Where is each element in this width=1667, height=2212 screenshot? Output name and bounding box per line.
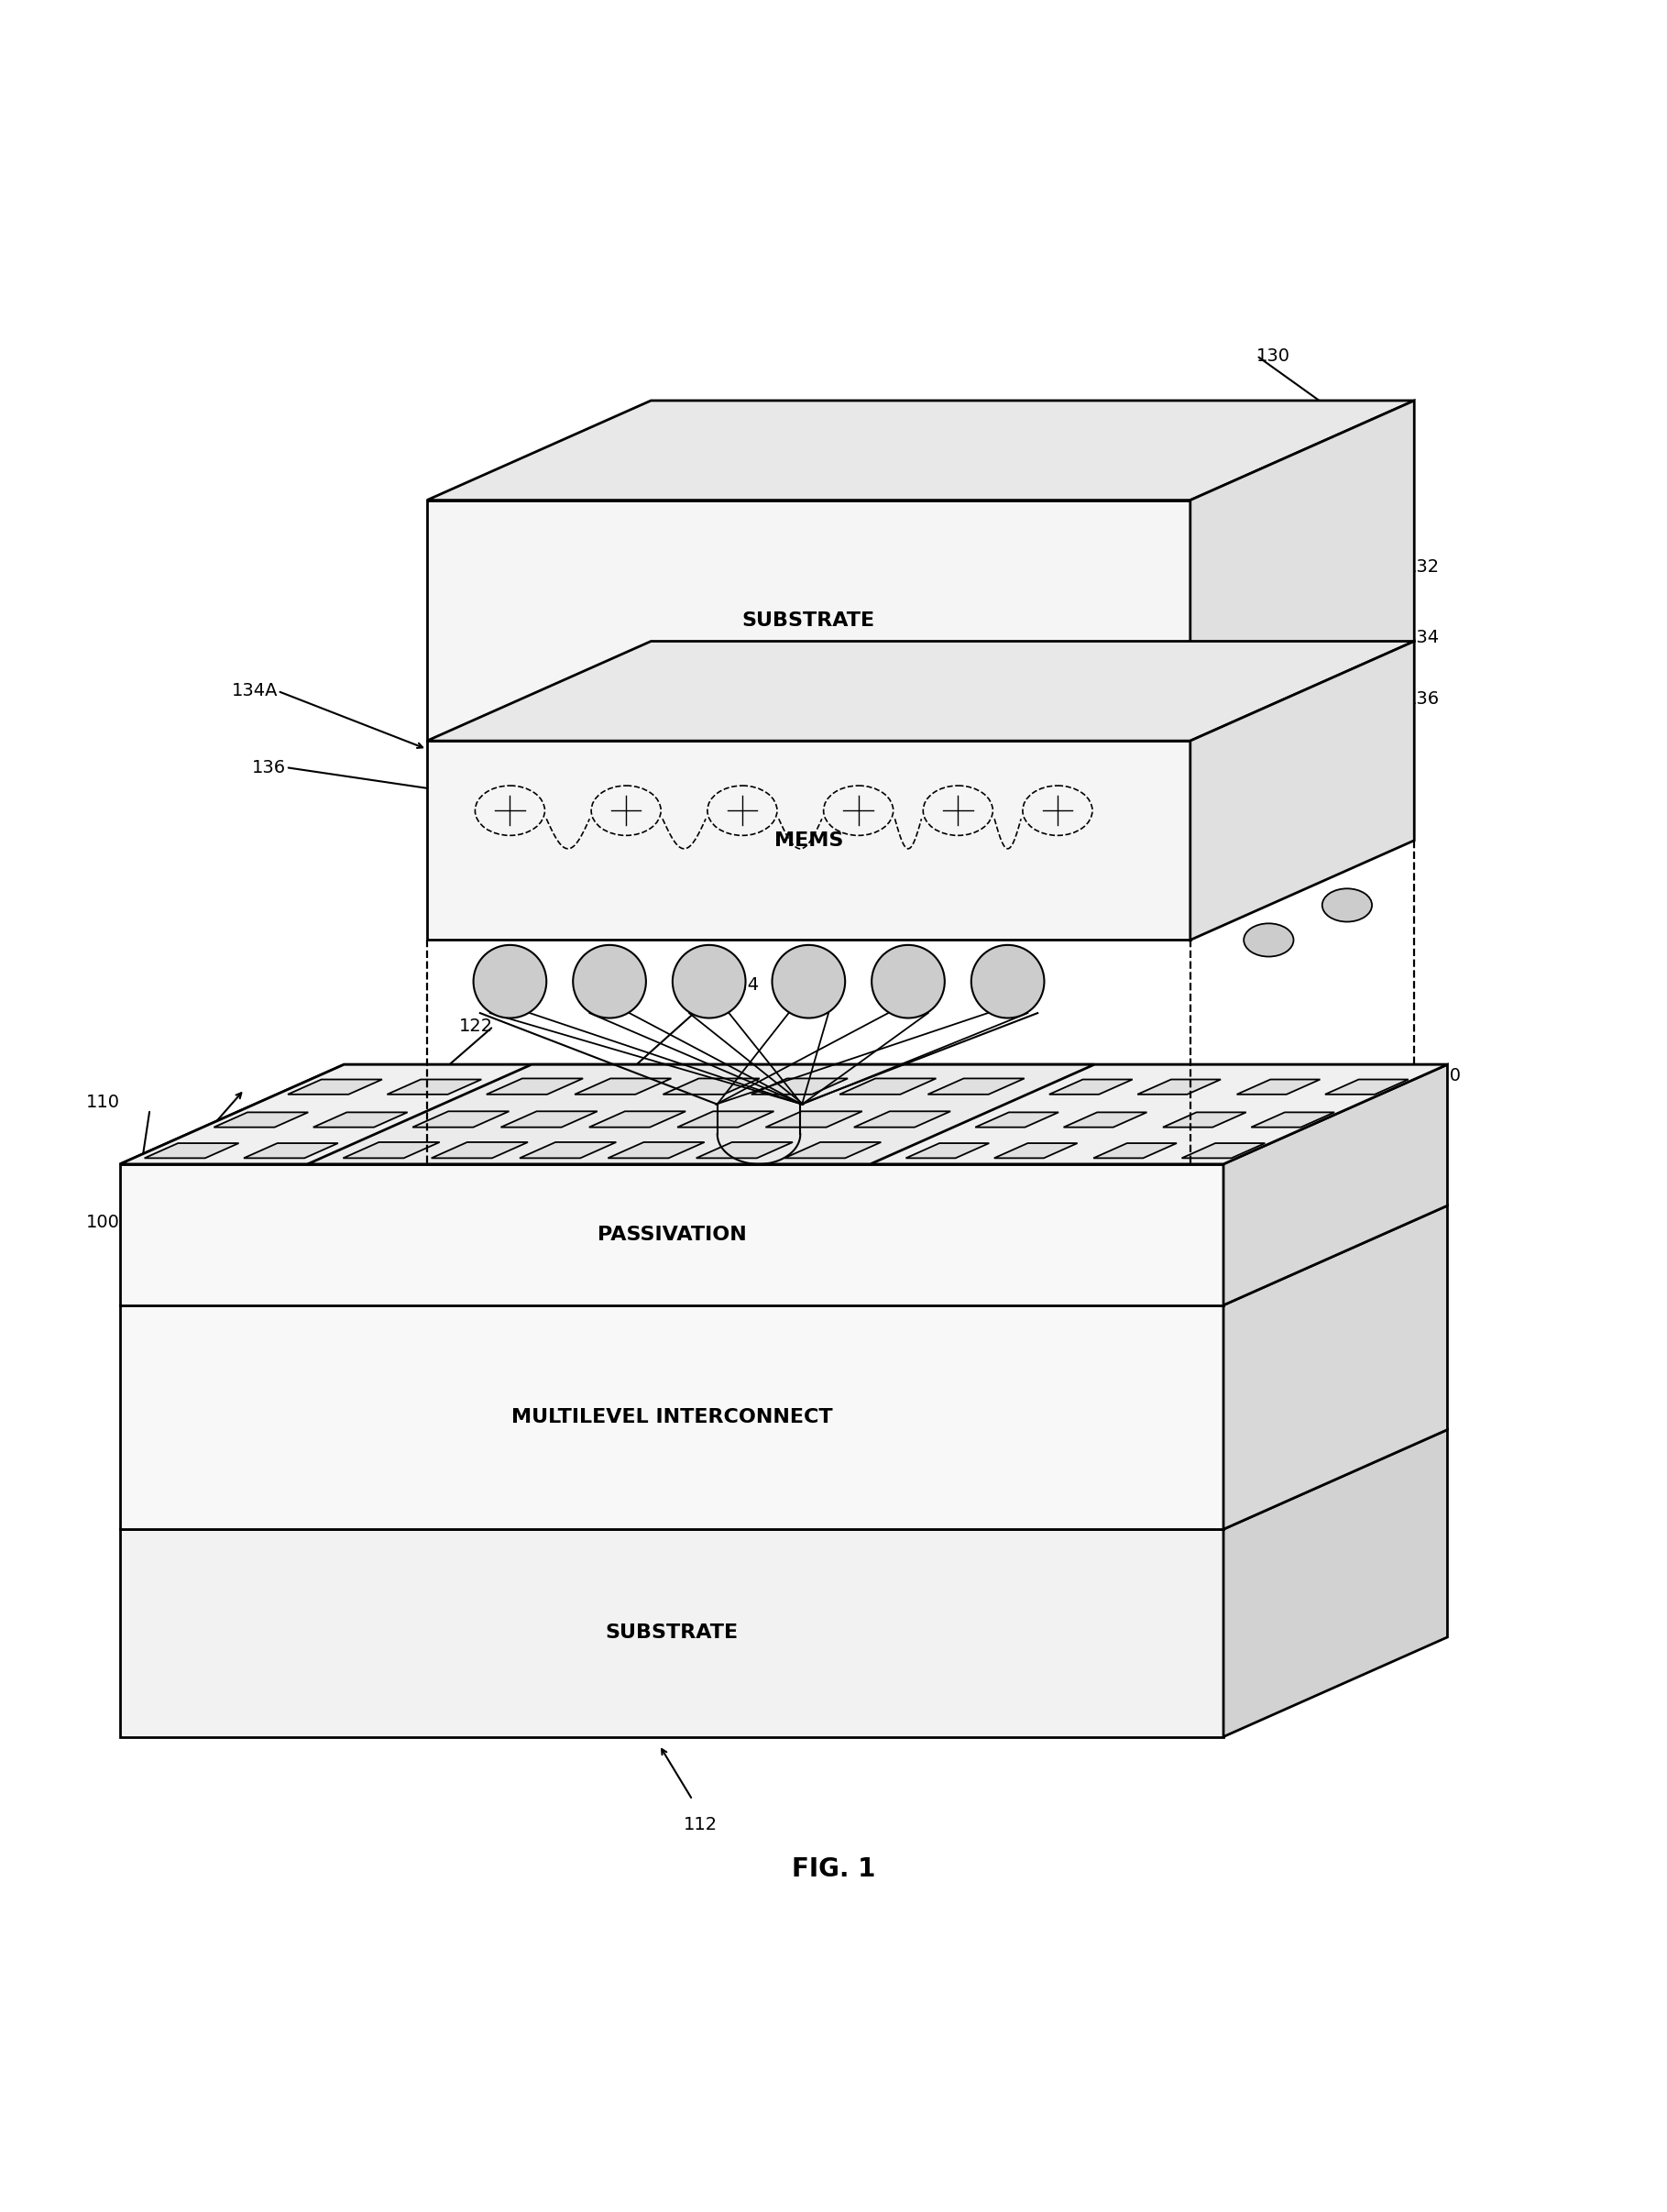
Text: 136: 136 bbox=[1405, 690, 1440, 708]
Polygon shape bbox=[145, 1144, 238, 1159]
Polygon shape bbox=[120, 1305, 1224, 1528]
Text: 100: 100 bbox=[87, 1214, 120, 1230]
Text: 130: 130 bbox=[1257, 347, 1290, 365]
Ellipse shape bbox=[1244, 922, 1294, 956]
Polygon shape bbox=[1252, 1113, 1334, 1128]
Polygon shape bbox=[575, 1079, 672, 1095]
Polygon shape bbox=[929, 1079, 1024, 1095]
Polygon shape bbox=[520, 1141, 617, 1159]
Polygon shape bbox=[427, 500, 1190, 741]
Polygon shape bbox=[500, 1110, 597, 1128]
Text: 124: 124 bbox=[725, 975, 760, 993]
Polygon shape bbox=[677, 1110, 773, 1128]
Polygon shape bbox=[840, 1079, 937, 1095]
Circle shape bbox=[672, 945, 745, 1018]
Polygon shape bbox=[1325, 1079, 1409, 1095]
Polygon shape bbox=[1064, 1113, 1147, 1128]
Circle shape bbox=[872, 945, 945, 1018]
Polygon shape bbox=[308, 1064, 1094, 1164]
Polygon shape bbox=[288, 1079, 382, 1095]
Text: FIG. 1: FIG. 1 bbox=[792, 1856, 875, 1882]
Text: 128: 128 bbox=[465, 1117, 498, 1135]
Text: 136: 136 bbox=[252, 759, 287, 776]
Polygon shape bbox=[905, 1144, 989, 1159]
Text: PASSIVATION: PASSIVATION bbox=[597, 1225, 747, 1243]
Polygon shape bbox=[343, 1141, 440, 1159]
Text: 140: 140 bbox=[742, 1261, 775, 1279]
Polygon shape bbox=[1094, 1144, 1177, 1159]
Ellipse shape bbox=[1322, 889, 1372, 922]
Text: 122: 122 bbox=[460, 1018, 493, 1035]
Text: 134B: 134B bbox=[810, 420, 857, 438]
Text: SUBSTRATE: SUBSTRATE bbox=[605, 1624, 738, 1641]
Circle shape bbox=[772, 945, 845, 1018]
Polygon shape bbox=[387, 1079, 482, 1095]
Polygon shape bbox=[427, 400, 1414, 500]
Text: MULTILEVEL INTERCONNECT: MULTILEVEL INTERCONNECT bbox=[512, 1409, 832, 1427]
Polygon shape bbox=[1237, 1079, 1320, 1095]
Polygon shape bbox=[427, 641, 1414, 741]
Polygon shape bbox=[120, 1429, 1447, 1528]
Polygon shape bbox=[1224, 1429, 1447, 1736]
Polygon shape bbox=[975, 1113, 1059, 1128]
Text: SUBSTRATE: SUBSTRATE bbox=[742, 611, 875, 630]
Text: 114: 114 bbox=[1397, 1413, 1432, 1431]
Polygon shape bbox=[120, 1064, 1447, 1164]
Polygon shape bbox=[608, 1141, 705, 1159]
Text: 132: 132 bbox=[1405, 557, 1440, 575]
Polygon shape bbox=[697, 1141, 793, 1159]
Polygon shape bbox=[1224, 1206, 1447, 1528]
Text: 110: 110 bbox=[87, 1095, 120, 1110]
Polygon shape bbox=[1190, 400, 1414, 741]
Polygon shape bbox=[1049, 1079, 1132, 1095]
Text: 112: 112 bbox=[683, 1816, 718, 1834]
Polygon shape bbox=[994, 1144, 1077, 1159]
Circle shape bbox=[473, 945, 547, 1018]
Polygon shape bbox=[752, 1079, 849, 1095]
Text: MEMS: MEMS bbox=[773, 832, 844, 849]
Polygon shape bbox=[1164, 1113, 1247, 1128]
Polygon shape bbox=[1190, 641, 1414, 940]
Polygon shape bbox=[785, 1141, 880, 1159]
Polygon shape bbox=[663, 1079, 760, 1095]
Polygon shape bbox=[432, 1141, 528, 1159]
Polygon shape bbox=[412, 1110, 508, 1128]
Text: 134: 134 bbox=[1405, 628, 1440, 646]
Polygon shape bbox=[1137, 1079, 1220, 1095]
Polygon shape bbox=[427, 741, 1190, 940]
Polygon shape bbox=[213, 1113, 308, 1128]
Polygon shape bbox=[487, 1079, 583, 1095]
Polygon shape bbox=[765, 1110, 862, 1128]
Polygon shape bbox=[243, 1144, 338, 1159]
Polygon shape bbox=[1182, 1144, 1265, 1159]
Polygon shape bbox=[120, 1064, 1447, 1164]
Text: 126: 126 bbox=[1269, 1102, 1302, 1117]
Polygon shape bbox=[1224, 1064, 1447, 1305]
Polygon shape bbox=[588, 1110, 685, 1128]
Polygon shape bbox=[120, 1528, 1224, 1736]
Text: 134A: 134A bbox=[232, 681, 278, 699]
Circle shape bbox=[573, 945, 647, 1018]
Polygon shape bbox=[120, 1206, 1447, 1305]
Text: 120: 120 bbox=[1427, 1068, 1462, 1084]
Polygon shape bbox=[313, 1113, 407, 1128]
Polygon shape bbox=[854, 1110, 950, 1128]
Polygon shape bbox=[120, 1164, 1224, 1305]
Circle shape bbox=[972, 945, 1044, 1018]
